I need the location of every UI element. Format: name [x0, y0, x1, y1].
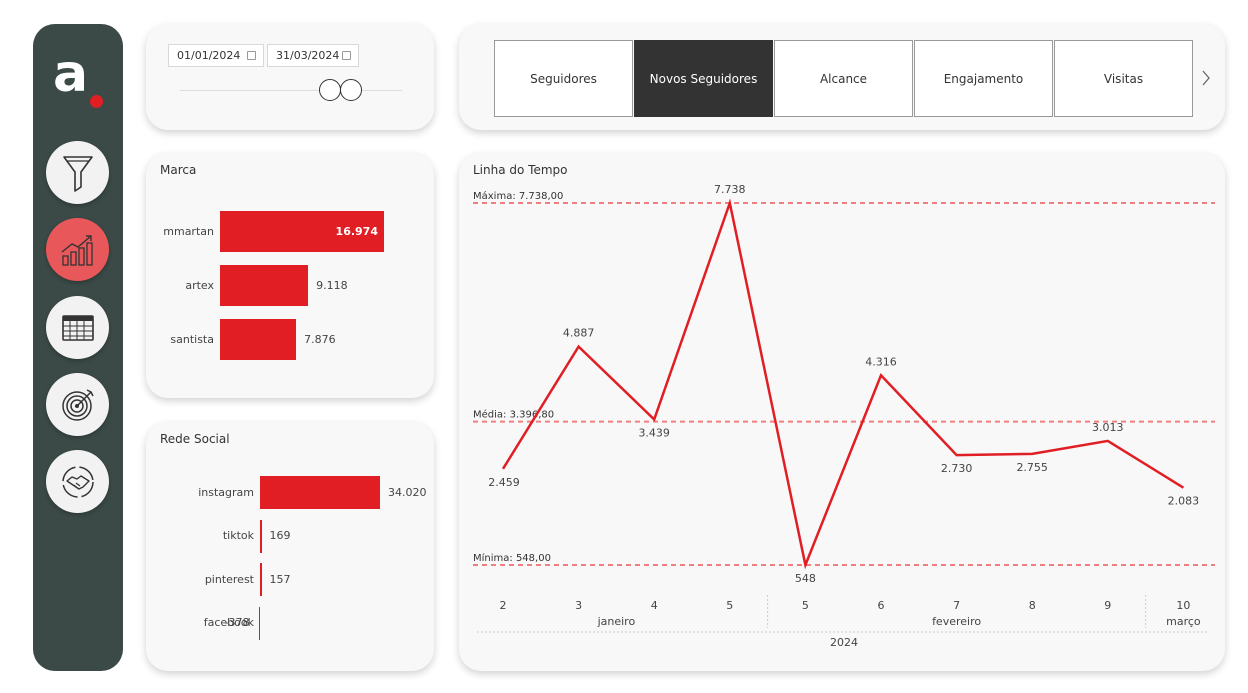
bar-instagram[interactable]	[260, 476, 380, 509]
bar-category-label: tiktok	[222, 529, 254, 542]
end-date-value: 31/03/2024	[276, 49, 340, 62]
bar-santista[interactable]	[220, 319, 297, 360]
logo-letter: a	[53, 44, 89, 104]
nav-filter-button[interactable]	[46, 141, 109, 204]
tab-label: Engajamento	[943, 71, 1024, 86]
bar-artex[interactable]	[220, 265, 309, 306]
bar-value-label: -378	[224, 616, 250, 629]
x-tick-label: 4	[651, 599, 658, 612]
bar-value-label: 169	[269, 529, 291, 542]
bar-category-label: artex	[185, 278, 214, 292]
data-label: 2.459	[488, 476, 520, 489]
x-tick-label: 3	[575, 599, 582, 612]
x-tick-label: 5	[802, 599, 809, 612]
tab-label: Novos Seguidores	[649, 71, 758, 86]
bar-value-label: 16.974	[335, 224, 378, 238]
x-tick-label: 10	[1176, 599, 1190, 612]
bar-category-label: santista	[170, 332, 214, 346]
bar-tiktok[interactable]	[260, 519, 262, 553]
bar-category-label: pinterest	[204, 572, 254, 586]
brand-logo[interactable]: a	[53, 44, 113, 110]
data-label: 2.083	[1168, 495, 1200, 508]
start-date-input[interactable]: 01/01/2024	[168, 44, 264, 67]
data-label: 2.730	[941, 462, 973, 475]
logo-dot	[90, 95, 103, 108]
growth-chart-icon	[61, 234, 93, 266]
tab-visitas[interactable]: Visitas	[1054, 40, 1193, 117]
tab-seguidores[interactable]: Seguidores	[494, 40, 633, 117]
bar-category-label: instagram	[198, 485, 254, 499]
x-month-label: janeiro	[597, 615, 636, 628]
tab-engajamento[interactable]: Engajamento	[914, 40, 1053, 117]
bar-facebook[interactable]	[258, 606, 260, 640]
sidebar: a	[33, 24, 123, 671]
target-icon	[61, 388, 94, 421]
series-line	[501, 198, 1185, 570]
x-tick-label: 2	[500, 599, 507, 612]
calendar-icon[interactable]	[247, 51, 256, 60]
data-label: 3.439	[638, 426, 670, 439]
tab-alcance[interactable]: Alcance	[774, 40, 913, 117]
end-date-input[interactable]: 31/03/2024	[267, 44, 359, 67]
reference-line-label: Máxima: 7.738,00	[473, 190, 563, 202]
x-tick-label: 7	[953, 599, 960, 612]
bar-value-label: 157	[269, 572, 291, 586]
x-tick-label: 5	[726, 599, 733, 612]
date-range-slider-track[interactable]	[180, 90, 402, 91]
handshake-icon	[61, 465, 94, 498]
nav-target-button[interactable]	[46, 373, 109, 436]
reference-line-label: Mínima: 548,00	[473, 552, 551, 564]
timeline-title: Linha do Tempo	[473, 163, 568, 177]
data-label: 548	[795, 572, 816, 585]
rede-social-card: Rede Social instagram 34.020 tiktok 169 pint…	[146, 422, 434, 671]
date-filter-card: 01/01/2024 31/03/2024	[146, 24, 434, 130]
nav-growth-button[interactable]	[46, 218, 109, 281]
rede-social-title: Rede Social	[160, 432, 230, 446]
x-month-label: março	[1166, 615, 1201, 628]
bar-value-label: 7.876	[304, 332, 336, 346]
x-tick-label: 9	[1104, 599, 1111, 612]
filter-icon	[62, 155, 93, 192]
x-tick-label: 8	[1029, 599, 1036, 612]
start-date-value: 01/01/2024	[177, 49, 241, 62]
timeline-card: Linha do Tempo Máxima: 7.738,00 Média: 3.…	[459, 153, 1225, 671]
x-month-label: fevereiro	[932, 615, 981, 628]
tab-label: Seguidores	[530, 71, 597, 86]
data-label: 4.887	[563, 327, 595, 340]
x-year-label: 2024	[830, 636, 858, 649]
date-range-end-handle[interactable]	[340, 79, 362, 101]
nav-partnership-button[interactable]	[46, 450, 109, 513]
date-range-start-handle[interactable]	[319, 79, 341, 101]
bar-value-label: 9.118	[316, 278, 348, 292]
nav-table-button[interactable]	[46, 296, 109, 359]
data-label: 7.738	[714, 183, 746, 196]
bar-category-label: mmartan	[163, 224, 214, 238]
reference-line-label: Média: 3.396,80	[473, 409, 554, 421]
bar-pinterest[interactable]	[260, 563, 262, 596]
tab-novos-seguidores[interactable]: Novos Seguidores	[634, 40, 773, 117]
data-label: 4.316	[865, 355, 897, 368]
data-label: 3.013	[1092, 421, 1124, 434]
tab-label: Visitas	[1103, 71, 1144, 86]
data-label: 2.755	[1016, 461, 1047, 474]
chevron-right-icon[interactable]	[1201, 70, 1211, 86]
metric-tabs-card: Seguidores Novos Seguidores Alcance Enga…	[459, 24, 1225, 130]
calendar-icon[interactable]	[342, 51, 351, 60]
tab-label: Alcance	[819, 71, 868, 86]
table-icon	[61, 314, 94, 341]
marca-title: Marca	[160, 163, 197, 177]
bar-category-label: facebook	[203, 616, 254, 629]
bar-mmartan[interactable]	[220, 211, 384, 252]
timeline-line-chart: Máxima: 7.738,00 Média: 3.396,80 Mínima: 5…	[473, 183, 1215, 649]
marca-card: Marca mmartan 16.974 artex 9.118 santista 7.8…	[146, 153, 434, 398]
x-tick-label: 6	[878, 599, 885, 612]
bar-value-label: 34.020	[388, 485, 427, 499]
